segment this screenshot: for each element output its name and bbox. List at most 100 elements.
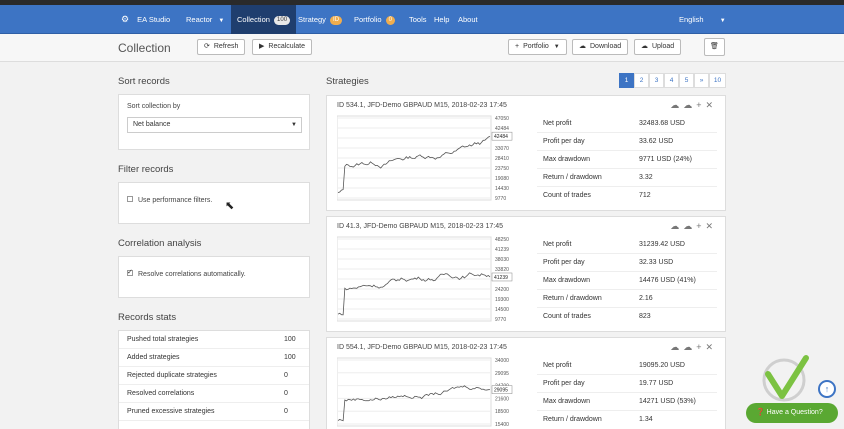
download-cloud-icon[interactable]: ☁ bbox=[670, 100, 684, 110]
current-value-label: 42484 bbox=[494, 134, 508, 140]
upload-cloud-icon[interactable]: ☁ bbox=[683, 221, 697, 231]
tick-label: 14500 bbox=[495, 307, 509, 313]
portfolio-dropdown-button[interactable]: + Portfolio ▼ bbox=[508, 39, 567, 55]
metric-value: 14271 USD (53%) bbox=[639, 398, 696, 405]
nav-about[interactable]: About bbox=[458, 15, 478, 24]
tick-label: 21600 bbox=[495, 396, 509, 402]
chevron-down-icon: ▼ bbox=[291, 122, 297, 128]
page-next-button[interactable]: » bbox=[694, 73, 709, 88]
performance-filters-checkbox[interactable]: Use performance filters. bbox=[127, 196, 212, 204]
records-stats-panel: Pushed total strategies 100 Added strateg… bbox=[118, 330, 310, 429]
metric-label: Count of trades bbox=[543, 192, 591, 199]
current-value-label: 41239 bbox=[494, 275, 508, 281]
nav-portfolio[interactable]: Portfolio 0 bbox=[354, 5, 395, 34]
balance-line bbox=[337, 135, 491, 194]
resolve-correlations-label: Resolve correlations automatically. bbox=[138, 271, 246, 278]
tick-label: 33070 bbox=[495, 146, 509, 152]
page-button[interactable]: 1 bbox=[619, 73, 634, 88]
tick-label: 28410 bbox=[495, 156, 509, 162]
page-button[interactable]: 3 bbox=[649, 73, 664, 88]
metric-row: Count of trades 823 bbox=[537, 308, 717, 326]
download-button[interactable]: ☁ Download bbox=[572, 39, 629, 55]
close-icon[interactable]: ✕ bbox=[705, 221, 717, 231]
strategy-card[interactable]: ID 554.1, JFD-Demo GBPAUD M15, 2018-02-2… bbox=[326, 337, 726, 429]
nav-help[interactable]: Help bbox=[434, 15, 450, 24]
page-button[interactable]: 5 bbox=[679, 73, 694, 88]
balance-line bbox=[337, 272, 491, 316]
nav-reactor[interactable]: Reactor ▼ bbox=[186, 5, 224, 34]
tick-label: 34000 bbox=[495, 358, 509, 364]
upload-label: Upload bbox=[652, 43, 675, 50]
correlation-title: Correlation analysis bbox=[118, 238, 202, 249]
plus-icon[interactable]: + bbox=[696, 100, 706, 110]
trash-icon: 🗑 bbox=[710, 43, 719, 50]
stat-label: Pruned excessive strategies bbox=[127, 408, 215, 415]
metric-value: 9771 USD (24%) bbox=[639, 156, 692, 163]
nav-collection-label: Collection bbox=[237, 15, 270, 24]
tick-label: 41239 bbox=[495, 247, 509, 253]
nav-brand[interactable]: ⚙ EA Studio bbox=[121, 5, 170, 34]
metric-value: 32.33 USD bbox=[639, 259, 674, 266]
filter-panel: Use performance filters. ⬉ bbox=[118, 182, 310, 224]
upload-button[interactable]: ☁ Upload bbox=[634, 39, 682, 55]
tick-label: 24200 bbox=[495, 287, 509, 293]
metric-value: 31239.42 USD bbox=[639, 241, 685, 248]
sort-panel: Sort collection by Net balance ▼ bbox=[118, 94, 310, 150]
checkbox-unchecked[interactable] bbox=[127, 196, 133, 203]
upload-cloud-icon[interactable]: ☁ bbox=[683, 342, 697, 352]
page-button[interactable]: 2 bbox=[634, 73, 649, 88]
refresh-button[interactable]: ⟳ Refresh bbox=[197, 39, 246, 55]
strategy-card[interactable]: ID 41.3, JFD-Demo GBPAUD M15, 2018-02-23… bbox=[326, 216, 726, 332]
metric-label: Profit per day bbox=[543, 380, 585, 387]
refresh-icon: ⟳ bbox=[204, 43, 210, 50]
metric-label: Max drawdown bbox=[543, 156, 591, 163]
metric-row: Return / drawdown 2.16 bbox=[537, 290, 717, 308]
tick-label: 14430 bbox=[495, 186, 509, 192]
stat-value: 0 bbox=[284, 390, 288, 397]
metric-value: 14476 USD (41%) bbox=[639, 277, 696, 284]
page-last-button[interactable]: 10 bbox=[709, 73, 726, 88]
resolve-correlations-checkbox[interactable]: Resolve correlations automatically. bbox=[127, 268, 246, 278]
delete-button[interactable]: 🗑 bbox=[704, 38, 725, 56]
language-select[interactable]: English ▼ bbox=[679, 5, 726, 34]
metric-label: Return / drawdown bbox=[543, 416, 602, 423]
upload-cloud-icon[interactable]: ☁ bbox=[683, 100, 697, 110]
metric-label: Profit per day bbox=[543, 138, 585, 145]
stat-row: Rejected duplicate strategies 0 bbox=[119, 367, 309, 385]
close-icon[interactable]: ✕ bbox=[705, 100, 717, 110]
scroll-top-button[interactable]: ↑ bbox=[818, 380, 836, 398]
nav-collection[interactable]: Collection 100 bbox=[231, 5, 297, 34]
help-chat-button[interactable]: ❓ Have a Question? bbox=[746, 403, 838, 423]
download-cloud-icon[interactable]: ☁ bbox=[670, 342, 684, 352]
metric-row: Max drawdown 14476 USD (41%) bbox=[537, 272, 717, 290]
metric-value: 712 bbox=[639, 192, 651, 199]
strategy-title: ID 554.1, JFD-Demo GBPAUD M15, 2018-02-2… bbox=[337, 344, 507, 351]
strategies-title: Strategies bbox=[326, 76, 369, 87]
download-cloud-icon[interactable]: ☁ bbox=[670, 221, 684, 231]
tick-label: 9770 bbox=[495, 196, 506, 202]
metric-label: Net profit bbox=[543, 241, 572, 248]
close-icon[interactable]: ✕ bbox=[705, 342, 717, 352]
chevron-down-icon: ▼ bbox=[553, 44, 560, 50]
tick-label: 33820 bbox=[495, 267, 509, 273]
sort-select[interactable]: Net balance ▼ bbox=[127, 117, 302, 133]
recalculate-button[interactable]: ▶ Recalculate bbox=[252, 39, 312, 55]
nav-strategy[interactable]: Strategy ID bbox=[298, 5, 343, 34]
stat-row: Pushed total strategies 100 bbox=[119, 331, 309, 349]
nav-strategy-label: Strategy bbox=[298, 15, 326, 24]
stat-value: 100 bbox=[284, 354, 296, 361]
correlation-panel: Resolve correlations automatically. bbox=[118, 256, 310, 298]
tick-label: 19300 bbox=[495, 297, 509, 303]
page-button[interactable]: 4 bbox=[664, 73, 679, 88]
chart-frame bbox=[337, 357, 492, 427]
nav-tools[interactable]: Tools bbox=[409, 15, 427, 24]
sort-select-value: Net balance bbox=[133, 121, 171, 128]
checkmark-logo bbox=[762, 355, 809, 402]
plus-icon[interactable]: + bbox=[696, 342, 706, 352]
metric-label: Profit per day bbox=[543, 259, 585, 266]
plus-icon[interactable]: + bbox=[696, 221, 706, 231]
strategy-card[interactable]: ID 534.1, JFD-Demo GBPAUD M15, 2018-02-2… bbox=[326, 95, 726, 211]
sort-label: Sort collection by bbox=[127, 103, 181, 110]
card-tools: ☁☁+✕ bbox=[670, 100, 717, 111]
checkbox-checked[interactable] bbox=[127, 268, 133, 277]
